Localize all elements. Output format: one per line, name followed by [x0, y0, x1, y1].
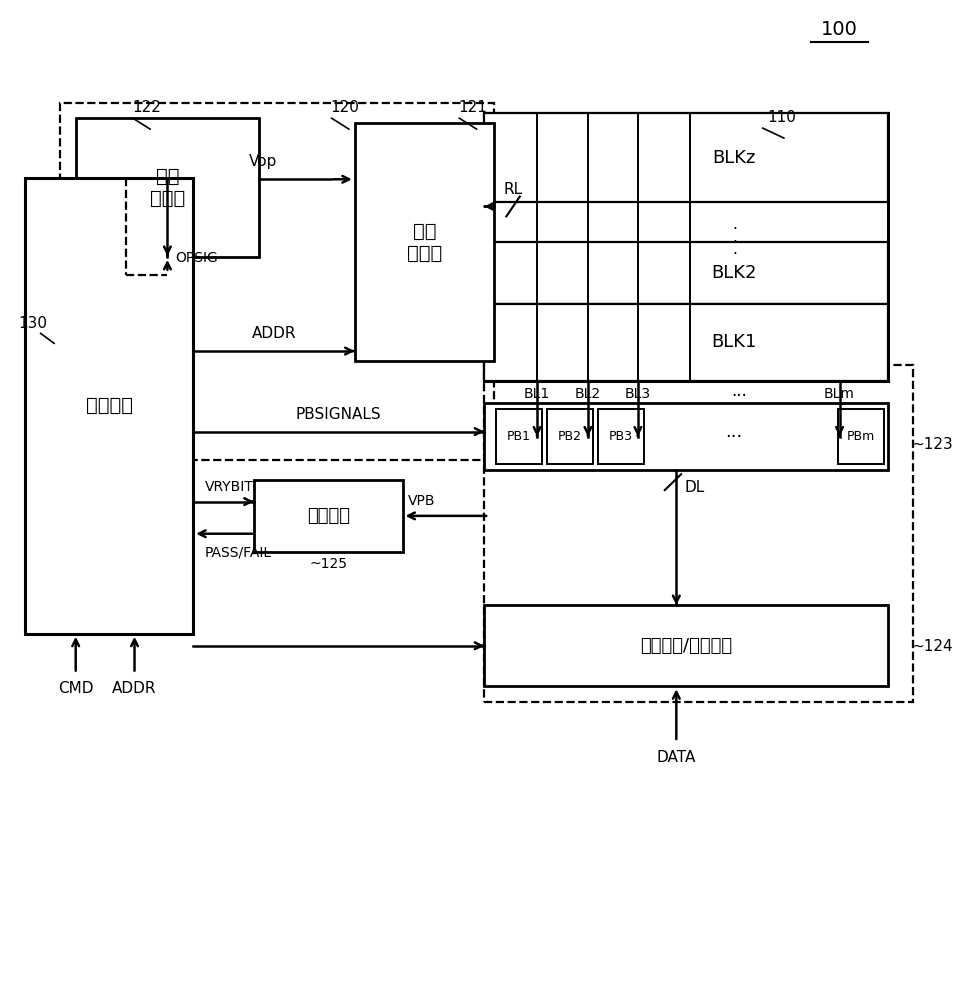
Text: 100: 100	[821, 20, 858, 39]
Text: BLK1: BLK1	[711, 333, 757, 351]
Text: OPSIG: OPSIG	[175, 251, 218, 265]
Text: VRYBIT: VRYBIT	[204, 480, 254, 494]
Text: BLm: BLm	[824, 387, 855, 401]
Text: 120: 120	[330, 100, 359, 115]
Text: PB3: PB3	[609, 430, 633, 443]
Text: BLKz: BLKz	[712, 149, 756, 167]
FancyBboxPatch shape	[355, 123, 494, 361]
Text: ADDR: ADDR	[112, 681, 157, 696]
Text: PB2: PB2	[558, 430, 581, 443]
Text: DL: DL	[684, 480, 704, 495]
FancyBboxPatch shape	[77, 118, 259, 257]
Text: PASS/FAIL: PASS/FAIL	[204, 546, 272, 560]
Text: Vop: Vop	[249, 154, 277, 169]
Text: ~125: ~125	[309, 557, 347, 571]
FancyBboxPatch shape	[496, 409, 542, 464]
Text: ···: ···	[726, 428, 742, 446]
Text: PBm: PBm	[847, 430, 875, 443]
Text: PB1: PB1	[507, 430, 531, 443]
Text: BL3: BL3	[625, 387, 651, 401]
FancyBboxPatch shape	[484, 242, 888, 304]
Text: 130: 130	[18, 316, 47, 331]
Text: 110: 110	[767, 110, 797, 125]
FancyBboxPatch shape	[25, 178, 194, 634]
FancyBboxPatch shape	[547, 409, 593, 464]
FancyBboxPatch shape	[837, 409, 884, 464]
FancyBboxPatch shape	[598, 409, 643, 464]
Text: BL1: BL1	[524, 387, 550, 401]
Text: 121: 121	[458, 100, 487, 115]
FancyBboxPatch shape	[484, 113, 888, 381]
Text: RL: RL	[504, 182, 522, 197]
Text: 数据输入/输出电路: 数据输入/输出电路	[640, 637, 732, 655]
Text: BL2: BL2	[575, 387, 601, 401]
Text: ·
·
·: · · ·	[732, 222, 736, 262]
Text: ADDR: ADDR	[252, 326, 297, 341]
Text: CMD: CMD	[58, 681, 93, 696]
FancyBboxPatch shape	[484, 605, 888, 686]
Text: ~123: ~123	[912, 437, 953, 452]
Text: ~124: ~124	[912, 639, 953, 654]
FancyBboxPatch shape	[484, 304, 888, 381]
Text: 电压
生成器: 电压 生成器	[150, 167, 185, 208]
Text: 感测电路: 感测电路	[307, 507, 350, 525]
FancyBboxPatch shape	[484, 113, 888, 202]
Text: 地址
解码器: 地址 解码器	[407, 222, 442, 263]
Text: DATA: DATA	[657, 750, 696, 765]
Text: ···: ···	[731, 387, 746, 405]
FancyBboxPatch shape	[484, 403, 888, 470]
Text: PBSIGNALS: PBSIGNALS	[296, 407, 382, 422]
Text: VPB: VPB	[407, 494, 435, 508]
FancyBboxPatch shape	[254, 480, 403, 552]
Text: BLK2: BLK2	[711, 264, 757, 282]
Text: 122: 122	[132, 100, 161, 115]
Text: 控制逻辑: 控制逻辑	[86, 396, 133, 415]
